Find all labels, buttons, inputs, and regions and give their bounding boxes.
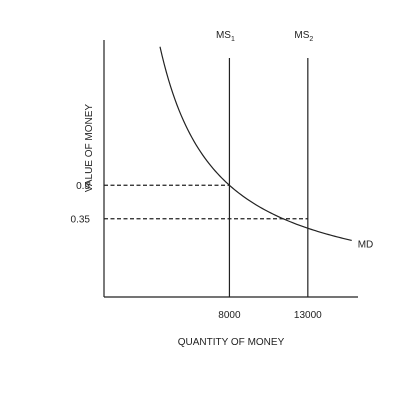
y-tick-label-2: 0.35 [71,214,91,225]
tick-labels: 8000 13000 0.5 0.35 [71,181,323,321]
demand-curve-group: MD [159,46,374,250]
y-axis-label: VALUE OF MONEY [84,104,95,192]
y-tick-label-1: 0.5 [76,181,90,192]
equilibrium-guides [104,184,308,220]
x-tick-label-2: 13000 [294,310,322,321]
x-tick-label-1: 8000 [218,310,241,321]
money-demand-label: MD [358,239,374,250]
supply-lines: MS1 MS2 [216,30,313,297]
x-axis-label: QUANTITY OF MONEY [178,337,285,348]
money-supply-label-1: MS1 [216,30,235,43]
money-demand-curve [159,46,352,242]
money-supply-label-2: MS2 [294,30,313,43]
